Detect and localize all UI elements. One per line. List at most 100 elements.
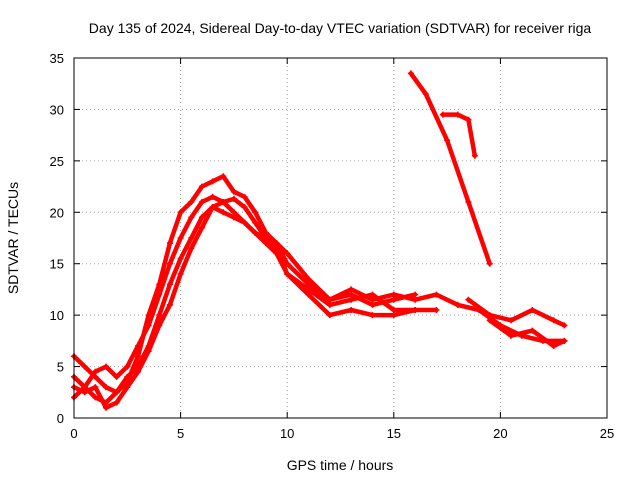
data-point bbox=[486, 312, 493, 319]
data-point bbox=[166, 260, 173, 267]
data-point bbox=[390, 307, 397, 313]
data-point bbox=[113, 389, 120, 396]
x-axis-label: GPS time / hours bbox=[287, 457, 394, 473]
data-point bbox=[348, 291, 355, 298]
data-point bbox=[145, 322, 152, 329]
y-tick-label: 0 bbox=[57, 411, 64, 426]
data-point bbox=[305, 291, 312, 298]
data-point bbox=[124, 363, 131, 370]
series-track-9 bbox=[439, 111, 478, 159]
series-layer bbox=[71, 70, 568, 411]
data-point bbox=[390, 296, 397, 303]
data-point bbox=[348, 307, 355, 313]
data-point bbox=[273, 240, 280, 247]
data-point bbox=[134, 353, 141, 360]
data-point bbox=[92, 368, 99, 375]
data-point bbox=[188, 235, 195, 241]
data-point bbox=[241, 219, 248, 226]
data-point bbox=[198, 214, 205, 221]
data-point bbox=[145, 348, 152, 355]
data-point bbox=[92, 384, 99, 391]
data-point bbox=[241, 204, 248, 211]
x-tick-label: 10 bbox=[280, 426, 294, 441]
y-tick-label: 35 bbox=[50, 51, 64, 66]
y-tick-label: 20 bbox=[50, 205, 64, 220]
data-point bbox=[209, 193, 216, 200]
data-point bbox=[305, 281, 312, 288]
data-point bbox=[486, 260, 493, 267]
data-point bbox=[407, 70, 414, 77]
x-tick-label: 15 bbox=[387, 426, 401, 441]
series-track-8 bbox=[407, 70, 493, 267]
x-tick-label: 0 bbox=[70, 426, 77, 441]
data-point bbox=[81, 389, 88, 396]
data-point bbox=[454, 111, 461, 118]
data-point bbox=[326, 301, 333, 308]
plot-frame bbox=[73, 57, 608, 419]
data-point bbox=[273, 245, 280, 252]
data-point bbox=[156, 291, 163, 298]
data-point bbox=[188, 214, 195, 221]
data-point bbox=[230, 214, 237, 221]
y-tick-label: 25 bbox=[50, 154, 64, 169]
data-point bbox=[348, 286, 355, 293]
data-point bbox=[198, 199, 205, 205]
data-point bbox=[326, 296, 333, 303]
data-point bbox=[252, 229, 259, 236]
data-point bbox=[102, 404, 109, 411]
data-point bbox=[305, 286, 312, 293]
data-point bbox=[156, 322, 163, 329]
data-point bbox=[230, 188, 237, 195]
data-point bbox=[412, 307, 419, 313]
data-point bbox=[305, 276, 312, 283]
y-tick-label: 30 bbox=[50, 102, 64, 117]
data-point bbox=[412, 291, 419, 298]
data-point bbox=[177, 209, 184, 216]
data-point bbox=[262, 240, 269, 247]
data-point bbox=[177, 271, 184, 277]
data-point bbox=[198, 224, 205, 231]
x-axis-ticks: 0 5 10 15 20 25 bbox=[70, 58, 614, 441]
data-point bbox=[81, 363, 88, 370]
data-point bbox=[369, 301, 376, 308]
series-track-7 bbox=[486, 317, 568, 349]
data-point bbox=[166, 240, 173, 247]
data-point bbox=[209, 178, 216, 185]
data-point bbox=[113, 399, 120, 406]
data-point bbox=[209, 204, 216, 211]
data-point bbox=[433, 307, 440, 313]
data-point bbox=[262, 235, 269, 241]
y-tick-label: 5 bbox=[57, 360, 64, 375]
data-point bbox=[369, 296, 376, 303]
series-line bbox=[71, 204, 439, 405]
data-point bbox=[177, 235, 184, 241]
data-point bbox=[241, 193, 248, 200]
data-point bbox=[166, 281, 173, 288]
series-line bbox=[440, 112, 478, 158]
data-point bbox=[465, 296, 472, 303]
data-point bbox=[412, 296, 419, 303]
data-point bbox=[284, 250, 291, 257]
data-point bbox=[561, 322, 568, 329]
y-tick-label: 10 bbox=[50, 308, 64, 323]
series-line bbox=[466, 297, 567, 328]
x-tick-label: 20 bbox=[493, 426, 507, 441]
data-point bbox=[465, 199, 472, 205]
data-point bbox=[433, 291, 440, 298]
data-point bbox=[177, 255, 184, 262]
data-point bbox=[273, 250, 280, 257]
data-point bbox=[252, 219, 259, 226]
data-point bbox=[102, 363, 109, 370]
data-point bbox=[92, 394, 99, 401]
data-point bbox=[113, 373, 120, 380]
data-point bbox=[390, 312, 397, 319]
data-point bbox=[471, 152, 478, 159]
data-point bbox=[124, 373, 131, 380]
data-point bbox=[454, 301, 461, 308]
data-point bbox=[134, 343, 141, 349]
data-point bbox=[369, 291, 376, 298]
y-axis-label: SDTVAR / TECUs bbox=[5, 182, 21, 294]
data-point bbox=[220, 209, 227, 216]
data-point bbox=[326, 312, 333, 319]
